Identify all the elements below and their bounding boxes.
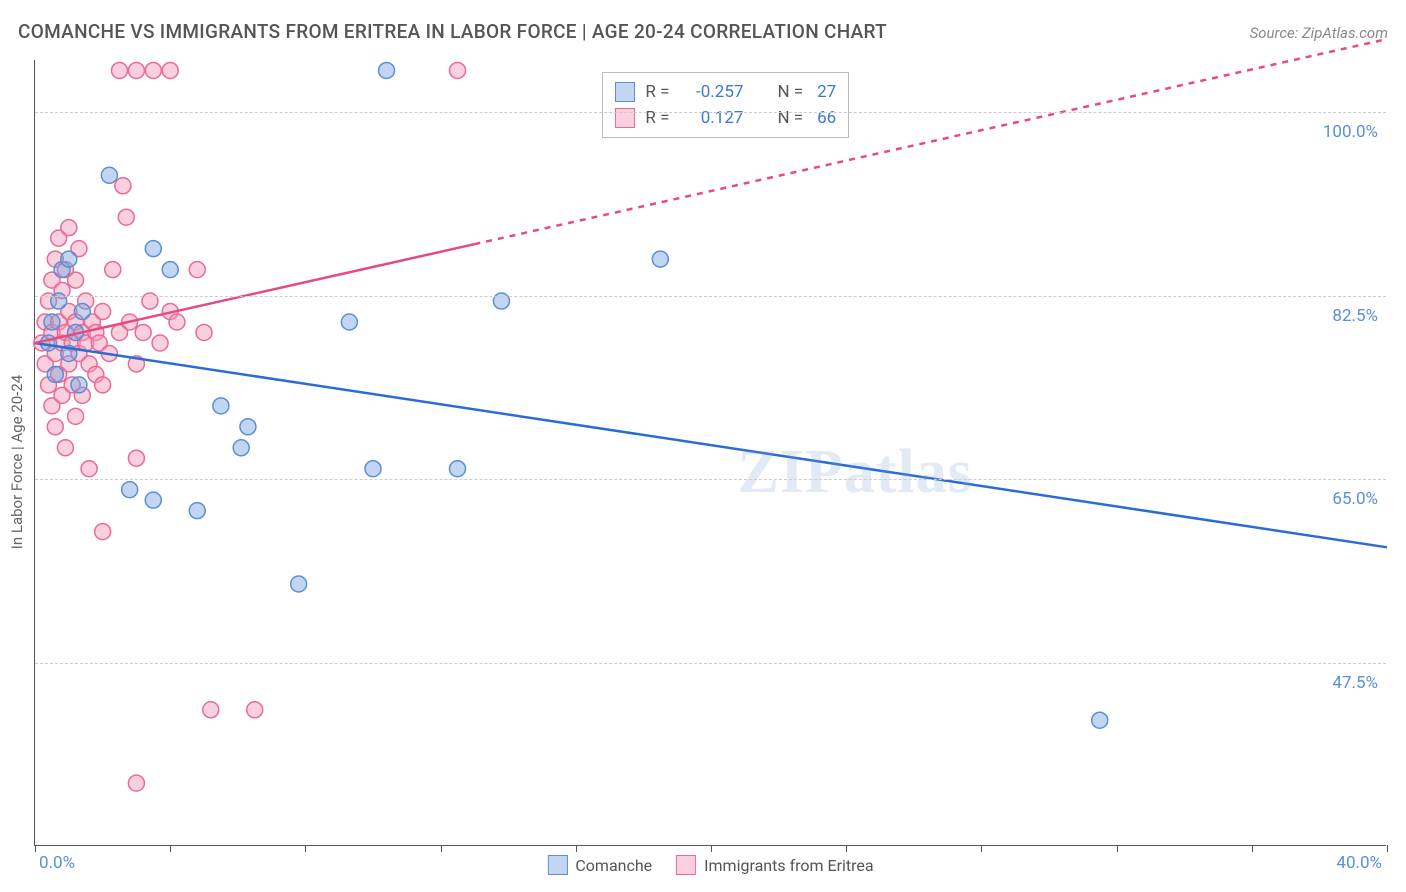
legend-swatch bbox=[615, 108, 635, 128]
legend-r-value: -0.257 bbox=[683, 79, 743, 105]
legend-label: Immigrants from Eritrea bbox=[704, 856, 873, 875]
data-point bbox=[81, 461, 97, 477]
x-tick bbox=[1387, 845, 1388, 852]
data-point bbox=[95, 524, 111, 540]
data-point bbox=[233, 440, 249, 456]
y-tick-label: 82.5% bbox=[1332, 306, 1378, 326]
x-tick bbox=[846, 845, 847, 852]
data-point bbox=[61, 220, 77, 236]
data-point bbox=[135, 324, 151, 340]
legend-r-value: 0.127 bbox=[683, 105, 743, 131]
data-point bbox=[196, 324, 212, 340]
legend-r-label: R = bbox=[645, 79, 669, 105]
data-point bbox=[450, 62, 466, 78]
legend-row: R = 0.127 N = 66 bbox=[615, 105, 836, 131]
x-tick bbox=[576, 845, 577, 852]
data-point bbox=[68, 408, 84, 424]
data-point bbox=[115, 178, 131, 194]
legend-item: Comanche bbox=[547, 855, 652, 875]
data-point bbox=[1092, 712, 1108, 728]
data-point bbox=[145, 492, 161, 508]
data-point bbox=[118, 209, 134, 225]
x-tick bbox=[711, 845, 712, 852]
data-point bbox=[128, 775, 144, 791]
data-point bbox=[128, 62, 144, 78]
data-point bbox=[169, 314, 185, 330]
y-tick-label: 100.0% bbox=[1323, 122, 1378, 142]
data-point bbox=[450, 461, 466, 477]
legend-swatch bbox=[615, 82, 635, 102]
data-point bbox=[47, 366, 63, 382]
data-point bbox=[122, 482, 138, 498]
x-axis-min-label: 0.0% bbox=[39, 853, 75, 873]
data-point bbox=[74, 304, 90, 320]
data-point bbox=[145, 62, 161, 78]
series-legend: Comanche Immigrants from Eritrea bbox=[547, 855, 873, 875]
trend-line bbox=[35, 244, 474, 343]
x-tick bbox=[305, 845, 306, 852]
data-point bbox=[240, 419, 256, 435]
data-point bbox=[61, 251, 77, 267]
data-point bbox=[162, 262, 178, 278]
data-point bbox=[652, 251, 668, 267]
chart-title: COMANCHE VS IMMIGRANTS FROM ERITREA IN L… bbox=[18, 20, 887, 43]
data-point bbox=[189, 503, 205, 519]
x-tick bbox=[441, 845, 442, 852]
x-tick bbox=[1117, 845, 1118, 852]
data-point bbox=[291, 576, 307, 592]
header: COMANCHE VS IMMIGRANTS FROM ERITREA IN L… bbox=[18, 20, 1388, 43]
y-tick-label: 47.5% bbox=[1332, 673, 1378, 693]
legend-n-value: 66 bbox=[817, 105, 836, 131]
y-axis-label: In Labor Force | Age 20-24 bbox=[8, 374, 26, 548]
data-point bbox=[44, 314, 60, 330]
data-point bbox=[128, 450, 144, 466]
legend-n-label: N = bbox=[777, 79, 803, 105]
x-axis-max-label: 40.0% bbox=[1336, 853, 1382, 873]
data-point bbox=[71, 377, 87, 393]
data-point bbox=[247, 702, 263, 718]
data-point bbox=[68, 272, 84, 288]
legend-swatch bbox=[547, 855, 567, 875]
data-point bbox=[47, 419, 63, 435]
data-point bbox=[112, 62, 128, 78]
legend-n-label: N = bbox=[777, 105, 803, 131]
scatter-plot bbox=[35, 60, 1386, 845]
data-point bbox=[95, 304, 111, 320]
x-tick bbox=[35, 845, 36, 852]
trend-line-extrapolated bbox=[474, 39, 1387, 244]
source-attribution: Source: ZipAtlas.com bbox=[1250, 24, 1388, 42]
data-point bbox=[203, 702, 219, 718]
data-point bbox=[101, 167, 117, 183]
legend-label: Comanche bbox=[575, 856, 652, 875]
grid-line bbox=[35, 479, 1386, 480]
legend-swatch bbox=[676, 855, 696, 875]
data-point bbox=[189, 262, 205, 278]
x-tick bbox=[981, 845, 982, 852]
correlation-legend: R = -0.257 N = 27 R = 0.127 N = 66 bbox=[602, 72, 849, 138]
legend-r-label: R = bbox=[645, 105, 669, 131]
data-point bbox=[152, 335, 168, 351]
y-tick-label: 65.0% bbox=[1332, 489, 1378, 509]
legend-row: R = -0.257 N = 27 bbox=[615, 79, 836, 105]
x-tick bbox=[1252, 845, 1253, 852]
chart-area: In Labor Force | Age 20-24 ZIPatlas R =-… bbox=[34, 60, 1386, 846]
data-point bbox=[365, 461, 381, 477]
data-point bbox=[145, 241, 161, 257]
data-point bbox=[379, 62, 395, 78]
grid-line bbox=[35, 296, 1386, 297]
legend-n-value: 27 bbox=[817, 79, 836, 105]
data-point bbox=[105, 262, 121, 278]
data-point bbox=[57, 440, 73, 456]
grid-line bbox=[35, 112, 1386, 113]
data-point bbox=[341, 314, 357, 330]
legend-item: Immigrants from Eritrea bbox=[676, 855, 873, 875]
grid-line bbox=[35, 663, 1386, 664]
x-tick bbox=[170, 845, 171, 852]
data-point bbox=[213, 398, 229, 414]
data-point bbox=[95, 377, 111, 393]
data-point bbox=[162, 62, 178, 78]
